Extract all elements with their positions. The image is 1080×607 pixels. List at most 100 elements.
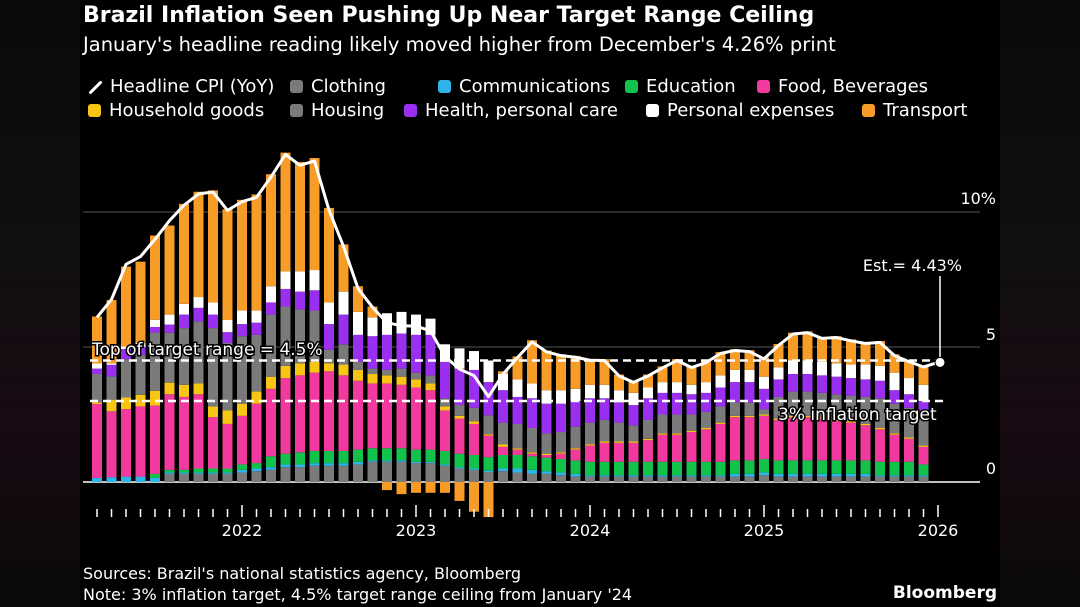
bar-segment-transport — [759, 357, 769, 377]
bar-segment-transport — [425, 482, 436, 493]
bar-segment-transport — [483, 482, 494, 518]
bar-segment-personal-expenses — [715, 375, 726, 388]
bar-segment-food-beverages — [135, 406, 146, 477]
bar-segment-food-beverages — [106, 411, 117, 478]
bar-segment-food-beverages — [715, 423, 726, 462]
bar-segment-food-beverages — [904, 438, 914, 462]
bar-segment-health-personal-care — [875, 380, 885, 399]
estimate-label: Est.= 4.43% — [863, 256, 962, 275]
bloomberg-logo: Bloomberg — [892, 583, 997, 603]
bar-segment-personal-expenses — [875, 365, 885, 381]
bar-stack — [541, 350, 552, 482]
bar-stack — [715, 352, 726, 482]
bar-segment-clothing — [599, 476, 610, 482]
bar-segment-household-goods — [585, 444, 595, 446]
bar-segment-personal-expenses — [628, 392, 639, 406]
bar-segment-communications — [904, 475, 914, 477]
bar-segment-health-personal-care — [135, 346, 146, 355]
bar-segment-clothing — [367, 461, 378, 482]
bar-stack — [338, 244, 349, 482]
bar-segment-education — [686, 461, 697, 476]
bar-stack — [92, 316, 102, 482]
bar-segment-communications — [280, 464, 291, 468]
bar-segment-household-goods — [599, 441, 610, 443]
bar-segment-communications — [469, 468, 479, 470]
bar-segment-clothing — [396, 461, 407, 482]
bar-segment-household-goods — [788, 415, 798, 418]
bar-segment-personal-expenses — [338, 291, 349, 315]
bar-segment-personal-expenses — [367, 317, 378, 337]
bar-segment-clothing — [628, 476, 639, 482]
bar-segment-clothing — [570, 476, 581, 482]
bar-segment-housing — [353, 361, 363, 370]
bar-segment-personal-expenses — [918, 384, 929, 401]
bar-stack — [483, 360, 494, 518]
bar-segment-communications — [324, 463, 334, 466]
bar-segment-household-goods — [483, 434, 494, 436]
bar-segment-education — [889, 461, 900, 476]
x-tick-label: 2025 — [744, 521, 785, 540]
y-tick-label: 10% — [960, 189, 996, 208]
bar-segment-food-beverages — [353, 380, 363, 450]
bar-stack — [208, 190, 218, 482]
bar-segment-health-personal-care — [425, 334, 436, 376]
bar-segment-transport — [208, 190, 218, 303]
bar-segment-health-personal-care — [570, 401, 581, 427]
bar-segment-personal-expenses — [585, 384, 595, 399]
bar-segment-transport — [541, 350, 552, 391]
bar-segment-communications — [483, 470, 494, 473]
bar-segment-transport — [701, 361, 711, 383]
bar-segment-housing — [338, 344, 349, 365]
bar-segment-household-goods — [396, 376, 407, 385]
color-swatch-icon — [290, 104, 303, 117]
bar-segment-education — [498, 455, 508, 469]
bar-segment-personal-expenses — [396, 311, 407, 334]
bar-segment-housing — [164, 332, 175, 383]
bar-segment-education — [367, 448, 378, 461]
bar-segment-personal-expenses — [309, 270, 320, 291]
bar-segment-health-personal-care — [396, 333, 407, 369]
bar-segment-education — [251, 463, 262, 469]
bar-segment-food-beverages — [860, 425, 871, 461]
bar-segment-clothing — [701, 476, 711, 482]
bar-segment-health-personal-care — [643, 398, 653, 420]
bar-segment-housing — [266, 314, 276, 377]
bar-segment-communications — [179, 472, 189, 474]
bar-segment-transport — [266, 174, 276, 287]
footnote: Note: 3% inflation target, 4.5% target r… — [83, 585, 633, 604]
bar-segment-food-beverages — [657, 434, 668, 462]
bar-stack — [802, 331, 813, 482]
bar-segment-education — [353, 449, 363, 462]
bar-segment-clothing — [614, 476, 624, 482]
bar-segment-communications — [454, 467, 465, 469]
bar-segment-health-personal-care — [164, 324, 175, 333]
bar-segment-household-goods — [266, 376, 276, 389]
bar-segment-food-beverages — [338, 375, 349, 451]
bar-segment-transport — [686, 366, 697, 385]
bar-segment-housing — [686, 414, 697, 431]
bar-segment-health-personal-care — [309, 290, 320, 311]
bar-segment-health-personal-care — [846, 378, 856, 396]
bar-segment-household-goods — [498, 444, 508, 447]
bar-segment-education — [744, 460, 755, 474]
bar-segment-clothing — [918, 476, 929, 482]
bar-segment-transport — [135, 261, 146, 343]
bar-segment-communications — [628, 475, 639, 477]
bar-segment-communications — [715, 475, 726, 477]
bar-segment-household-goods — [469, 421, 479, 424]
bar-segment-education — [527, 456, 537, 470]
bar-segment-communications — [135, 476, 146, 482]
bar-segment-personal-expenses — [512, 379, 523, 397]
bar-segment-personal-expenses — [440, 344, 450, 362]
x-tick-label: 2023 — [396, 521, 437, 540]
bar-segment-clothing — [237, 472, 247, 482]
bar-segment-clothing — [440, 465, 450, 482]
legend-label: Communications — [459, 76, 611, 97]
bar-segment-transport — [92, 316, 102, 364]
bar-segment-health-personal-care — [251, 322, 262, 335]
bar-segment-housing — [570, 426, 581, 449]
bar-segment-personal-expenses — [831, 363, 842, 377]
bar-segment-housing — [599, 419, 610, 442]
bar-segment-food-beverages — [875, 429, 885, 462]
